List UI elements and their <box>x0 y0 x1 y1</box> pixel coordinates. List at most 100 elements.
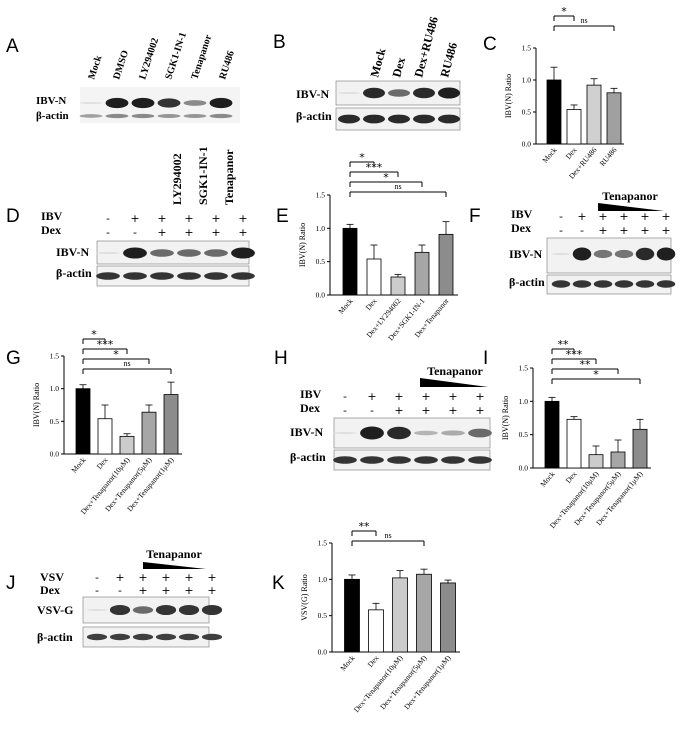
y-tick-label: 1.0 <box>522 76 532 85</box>
bar <box>566 109 582 145</box>
row-label-vsvg: VSV-G <box>37 603 73 617</box>
y-axis-label: IBV(N) Ratio <box>504 74 513 118</box>
treatment-symbol: - <box>580 224 584 237</box>
treatment-symbol: + <box>207 584 216 597</box>
category-label: Mock <box>336 296 354 315</box>
treatment-symbol: + <box>598 210 607 223</box>
treatment-symbol: + <box>619 210 628 223</box>
row-label-ibvn: IBV-N <box>296 87 329 101</box>
blot-b-band-actin <box>438 114 460 124</box>
blot-panel-b: Mock Dex Dex+RU486 RU486 IBV-N β-actin <box>296 15 461 131</box>
treatment-symbol: + <box>161 584 170 597</box>
significance-label: * <box>383 171 389 184</box>
blot-j-band-vsvg <box>155 604 177 616</box>
treatment-symbol: + <box>157 226 166 239</box>
lane-label-ru486: RU486 <box>437 41 460 79</box>
treatment-symbol: + <box>475 404 484 417</box>
blot-b-band-actin <box>413 114 435 124</box>
panel-letter-h: H <box>274 348 288 369</box>
blot-j-band-actin <box>155 633 177 641</box>
blot-j-band-actin <box>86 633 108 641</box>
treatment-symbol: + <box>619 224 628 237</box>
row-label-actin: β-actin <box>56 266 92 280</box>
treatment-symbol: + <box>211 226 220 239</box>
category-label: Dex <box>364 296 379 312</box>
bar <box>610 451 626 469</box>
y-tick-label: 1.5 <box>50 352 60 361</box>
significance-label: * <box>359 151 365 164</box>
blot-h-band-ibvn <box>441 430 465 436</box>
blot-j-band-actin <box>201 633 223 641</box>
y-tick-label: 1.0 <box>50 384 60 393</box>
treatment-symbol: - <box>106 212 110 225</box>
y-tick-label: 1.0 <box>318 575 328 584</box>
panel-letter-j: J <box>6 573 16 594</box>
blot-d-band-ibvn <box>177 249 201 257</box>
treatment-symbol: + <box>138 571 147 584</box>
blot-f-band-actin <box>614 280 634 288</box>
blot-f-band-actin <box>656 280 676 288</box>
category-label: Dex+Tenapanor(1μM) <box>402 653 453 711</box>
bar <box>392 577 408 653</box>
blot-a-band-actin <box>209 113 233 119</box>
bar <box>632 428 648 469</box>
significance-label: * <box>561 5 567 18</box>
panel-letter-i: I <box>483 348 488 369</box>
significance-label: ** <box>580 358 592 371</box>
treatment-symbol: + <box>661 224 670 237</box>
row-label-actin: β-actin <box>296 109 332 123</box>
blot-d-band-ibvn <box>96 251 120 255</box>
panel-letter-a: A <box>6 36 19 57</box>
panel-letter-d: D <box>6 206 20 227</box>
row-label-actin: β-actin <box>290 450 326 464</box>
blot-b-band-actin <box>363 114 385 124</box>
row-label-ibvn: IBV-N <box>509 247 542 261</box>
lane-label-sgk1: SGK1-IN-1 <box>196 146 210 205</box>
blot-panel-d: LY294002 SGK1-IN-1 Tenapanor IBV Dex - + +… <box>41 146 255 287</box>
treatment-symbol: + <box>184 584 193 597</box>
blot-a-band-ibvn <box>157 98 181 108</box>
significance-label: ns <box>580 16 587 25</box>
y-tick-label: 1.0 <box>316 224 326 233</box>
significance-label: *** <box>366 161 383 174</box>
significance-label: *** <box>97 338 114 351</box>
treatment-symbol: + <box>577 210 586 223</box>
blot-panel-j: Tenapanor VSV Dex - + + + + +- - + + + + VSV-G β-a… <box>37 547 223 648</box>
blot-b-band-ibvn <box>388 89 410 97</box>
blot-d-band-actin <box>204 272 228 280</box>
significance-label: ** <box>359 520 371 533</box>
blot-b-band-ibvn <box>338 91 360 95</box>
concentration-wedge <box>420 378 488 387</box>
treatment-symbol: + <box>184 226 193 239</box>
blot-d-band-ibvn <box>231 247 255 259</box>
blot-a-band-ibvn <box>209 97 233 109</box>
lane-label-tenapanor: Tenapanor <box>189 33 214 81</box>
treatment-symbol: + <box>211 212 220 225</box>
significance-label: * <box>593 368 599 381</box>
blot-h-band-actin <box>387 456 411 464</box>
blot-j-band-actin <box>109 633 131 641</box>
treatment-symbol: - <box>559 210 563 223</box>
blot-f-band-ibvn <box>551 252 571 256</box>
bar <box>141 411 157 455</box>
treatment-label-vsv: VSV <box>40 570 64 584</box>
treatment-symbol: + <box>448 390 457 403</box>
treatment-symbol: + <box>640 210 649 223</box>
wedge-label: Tenapanor <box>602 189 658 203</box>
blot-a-band-actin <box>79 114 103 118</box>
bar <box>438 233 454 296</box>
treatment-symbol: + <box>394 390 403 403</box>
treatment-symbol: - <box>95 584 99 597</box>
bar <box>546 79 562 145</box>
lane-label-ly294002: LY294002 <box>137 37 161 81</box>
category-label: Mock <box>338 653 356 672</box>
blot-a-band-actin <box>131 113 155 119</box>
panel-letter-b: B <box>273 32 286 53</box>
lane-label-tenapanor: Tenapanor <box>222 149 236 205</box>
significance-label: *** <box>566 348 583 361</box>
bar <box>75 388 91 455</box>
bar <box>163 394 179 455</box>
bar <box>588 454 604 469</box>
treatment-symbol: - <box>95 571 99 584</box>
